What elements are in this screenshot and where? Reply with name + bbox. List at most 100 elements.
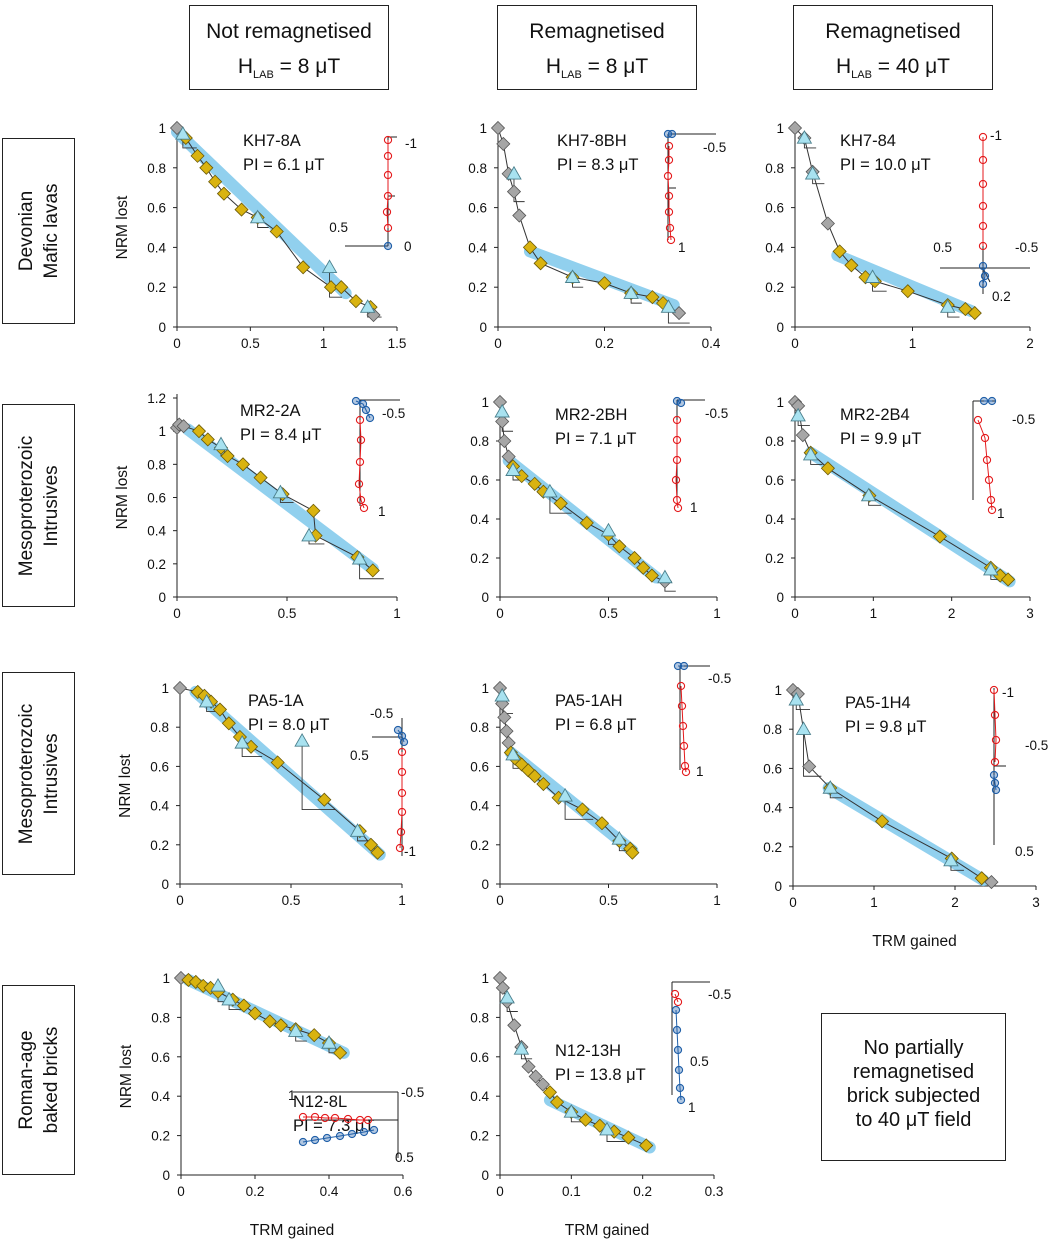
zijderveld-axis-label: 0.2 xyxy=(992,289,1011,304)
y-tick-label: 0.2 xyxy=(147,557,166,572)
accepted-point xyxy=(527,769,542,784)
zijderveld-horizontal-point xyxy=(978,279,988,289)
y-tick-label: 0.2 xyxy=(150,838,169,853)
y-tick-label: 0.2 xyxy=(470,551,489,566)
zijderveld-horizontal-point xyxy=(361,405,371,415)
zijderveld-horizontal-point xyxy=(351,396,361,406)
zijderveld-vertical-point xyxy=(298,1112,308,1122)
ptrm-check-point xyxy=(198,693,215,708)
y-tick-label: 0.6 xyxy=(151,1050,170,1065)
zijderveld-axis-label: 1 xyxy=(688,1100,696,1115)
zijderveld-vertical-point xyxy=(359,503,369,513)
y-tick-label: 0.8 xyxy=(470,1010,489,1025)
zijderveld-vertical-point xyxy=(673,503,683,513)
ptrm-check-point xyxy=(796,130,813,144)
y-tick-label: 0.2 xyxy=(470,1129,489,1144)
y-tick-label: 0 xyxy=(776,320,784,335)
ptrm-check-point xyxy=(822,780,839,794)
accepted-point xyxy=(967,306,982,321)
y-tick-label: 0 xyxy=(158,320,166,335)
arai-panel-PA5-1H4: 0 0.2 0.4 0.6 0.8 1 0 1 2 3 TRM gained PA5-1H4 PI = … xyxy=(763,682,1048,950)
paleointensity-value: PI = 10.0 μT xyxy=(840,156,931,174)
zijderveld-vertical-point xyxy=(664,191,674,201)
accepted-point xyxy=(542,1085,557,1100)
paleointensity-value: PI = 9.9 μT xyxy=(840,430,922,448)
arai-panel-MR2-2B4: 0 0.2 0.4 0.6 0.8 1 0 1 2 3 MR2-2B4 PI = 9.9 μT -0.5… xyxy=(765,394,1035,621)
y-tick-label: 0.4 xyxy=(765,240,784,255)
y-tick-label: 0.8 xyxy=(151,1010,170,1025)
rejected-point xyxy=(176,419,191,434)
zijderveld-axis-label: -1 xyxy=(405,136,417,151)
accepted-point xyxy=(875,814,890,829)
zijderveld-vertical-point xyxy=(990,757,1000,767)
accepted-point xyxy=(639,1138,654,1153)
rejected-point xyxy=(984,875,999,890)
accepted-point xyxy=(190,148,205,163)
accepted-point xyxy=(306,503,321,518)
y-tick-label: 1 xyxy=(158,121,166,136)
accepted-point xyxy=(844,258,859,273)
y-tick-label: 0.2 xyxy=(470,838,489,853)
ptrm-check-point xyxy=(795,721,812,735)
zijderveld-vertical-point xyxy=(978,241,988,251)
ptrm-check-point xyxy=(359,299,376,313)
y-tick-label: 0 xyxy=(479,320,487,335)
zijderveld-vertical-path xyxy=(386,140,389,229)
note-line: No partially xyxy=(863,1037,964,1059)
x-tick-label: 1.5 xyxy=(388,336,407,351)
x-tick-label: 0 xyxy=(791,606,799,621)
zijderveld-axis-label: -0.5 xyxy=(705,406,728,421)
x-axis-label: TRM gained xyxy=(565,1222,649,1239)
sample-name: PA5-1H4 xyxy=(845,694,911,712)
ptrm-check-point xyxy=(249,209,266,224)
accepted-point xyxy=(594,816,610,831)
zijderveld-horizontal-point xyxy=(674,1065,684,1075)
y-tick-label: 0.6 xyxy=(468,201,487,216)
ptrm-check-point xyxy=(564,269,581,283)
accepted-point xyxy=(191,424,207,439)
ptrm-check-line xyxy=(549,491,572,514)
column-header-field: HLAB = 8 μT xyxy=(545,55,649,82)
zijderveld-horizontal-point xyxy=(298,1137,308,1147)
zijderveld-vertical-point xyxy=(673,997,683,1007)
accepted-point xyxy=(199,160,214,175)
zijderveld-vertical-point xyxy=(383,151,393,161)
y-tick-label: 0.8 xyxy=(147,161,166,176)
zijderveld-inset: -1 0.5 0 xyxy=(329,135,417,254)
ptrm-check-point xyxy=(351,550,368,565)
ptrm-check-point xyxy=(939,299,956,313)
zijderveld-axis-label: -1 xyxy=(404,844,416,859)
zijderveld-horizontal-point xyxy=(980,271,990,281)
ptrm-check-point xyxy=(321,259,338,273)
accepted-point xyxy=(363,837,378,852)
ptrm-check-point xyxy=(623,285,639,299)
y-tick-label: 0.2 xyxy=(147,280,166,295)
zijderveld-vertical-point xyxy=(671,475,681,485)
zijderveld-vertical-point xyxy=(383,170,393,180)
x-tick-label: 0 xyxy=(173,336,181,351)
ptrm-check-point xyxy=(600,522,617,537)
zijderveld-vertical-point xyxy=(666,235,676,245)
zijderveld-vertical-point xyxy=(978,221,988,231)
zijderveld-vertical-point xyxy=(383,191,393,201)
y-tick-label: 0.2 xyxy=(151,1129,170,1144)
accepted-point xyxy=(621,1130,636,1145)
accepted-point xyxy=(296,260,311,275)
x-tick-label: 0.4 xyxy=(320,1184,339,1199)
row-label-mesoproterozoic-1: Mesoproterozoic Intrusives xyxy=(2,404,75,607)
y-tick-label: 0 xyxy=(481,877,489,892)
zijderveld-vertical-point xyxy=(355,415,365,425)
x-tick-label: 2 xyxy=(951,895,959,910)
zijderveld-horizontal-point xyxy=(322,1133,332,1143)
zijderveld-vertical-point xyxy=(680,761,690,771)
paleointensity-value: PI = 13.8 μT xyxy=(555,1066,646,1084)
x-tick-label: 2 xyxy=(1026,336,1034,351)
ptrm-check-point xyxy=(802,446,819,461)
zijderveld-horizontal-point xyxy=(989,770,999,780)
arai-panel-MR2-2BH: 0 0.2 0.4 0.6 0.8 1 0 0.5 1 MR2-2BH PI = 7.1 μT -0.… xyxy=(470,394,728,621)
column-header-title: Remagnetised xyxy=(825,20,961,43)
rejected-point xyxy=(802,759,817,774)
rejected-point xyxy=(528,1069,543,1084)
ptrm-check-point xyxy=(788,691,805,706)
column-header-title: Not remagnetised xyxy=(206,20,372,43)
